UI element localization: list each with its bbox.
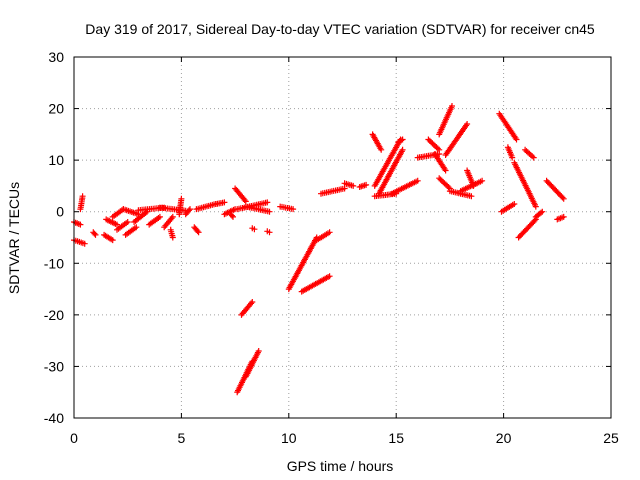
data-point [559, 194, 566, 201]
data-point [513, 136, 520, 143]
data-points [71, 103, 567, 396]
y-axis-label: SDTVAR / TECUs [6, 182, 22, 294]
data-point [124, 219, 131, 225]
data-point [169, 213, 176, 220]
y-tick-label: 20 [48, 101, 64, 117]
data-point [530, 154, 537, 161]
x-tick-label: 0 [70, 430, 78, 446]
x-tick-label: 20 [496, 430, 512, 446]
plot-frame [73, 56, 612, 419]
data-point [341, 185, 348, 192]
data-point [445, 184, 452, 191]
x-axis-label: GPS time / hours [287, 458, 394, 474]
data-point [109, 237, 116, 244]
data-point [378, 146, 385, 153]
x-tick-label: 15 [388, 430, 404, 446]
data-point [114, 221, 120, 228]
data-point [133, 224, 140, 231]
data-point [399, 146, 406, 153]
data-point [511, 201, 518, 207]
data-point [92, 231, 99, 238]
data-point [509, 154, 516, 161]
data-point [363, 181, 370, 188]
data-point [266, 229, 273, 236]
data-point [255, 348, 262, 354]
data-point [560, 213, 567, 220]
data-point [178, 195, 185, 202]
data-point [449, 103, 455, 109]
data-point [470, 182, 477, 189]
data-point [399, 136, 406, 143]
data-point [290, 206, 297, 213]
data-point [185, 207, 192, 214]
data-point [230, 213, 236, 220]
data-point [195, 229, 202, 236]
data-point [479, 177, 486, 184]
data-point [249, 299, 256, 305]
chart-title: Day 319 of 2017, Sidereal Day-to-day VTE… [85, 21, 595, 37]
y-tick-label: -10 [44, 255, 64, 271]
data-point [414, 177, 421, 184]
data-point [464, 121, 471, 127]
x-tick-label: 10 [281, 430, 297, 446]
data-point [264, 199, 271, 206]
data-point [538, 209, 544, 216]
data-point [560, 195, 567, 202]
x-tick-label: 25 [603, 430, 619, 446]
data-point [91, 230, 98, 237]
y-tick-label: 0 [56, 204, 64, 220]
data-point [436, 146, 443, 153]
axis-ticks: 0 5 10 15 20 25 -40 -30 -20 -10 0 10 20 30 [44, 49, 619, 446]
data-point [156, 213, 163, 220]
data-point [350, 182, 357, 189]
data-point [326, 273, 333, 280]
y-tick-label: -20 [44, 307, 64, 323]
data-point [326, 229, 333, 236]
y-tick-label: 30 [48, 49, 64, 65]
grid [74, 57, 611, 418]
data-point [442, 167, 449, 174]
data-point [242, 198, 249, 205]
data-point [77, 221, 84, 228]
data-point [194, 228, 201, 235]
data-point [532, 203, 539, 210]
x-tick-label: 5 [178, 430, 186, 446]
y-tick-label: -30 [44, 358, 64, 374]
data-point [539, 208, 546, 215]
data-point [169, 234, 176, 241]
data-point [251, 226, 258, 233]
data-point [221, 199, 228, 206]
data-point [228, 212, 235, 219]
data-point [531, 217, 538, 224]
y-tick-label: 10 [48, 152, 64, 168]
data-point [79, 193, 86, 200]
y-tick-label: -40 [44, 410, 64, 426]
data-point [81, 240, 88, 247]
data-point [266, 208, 273, 215]
data-point [468, 193, 475, 200]
data-point [187, 206, 193, 213]
